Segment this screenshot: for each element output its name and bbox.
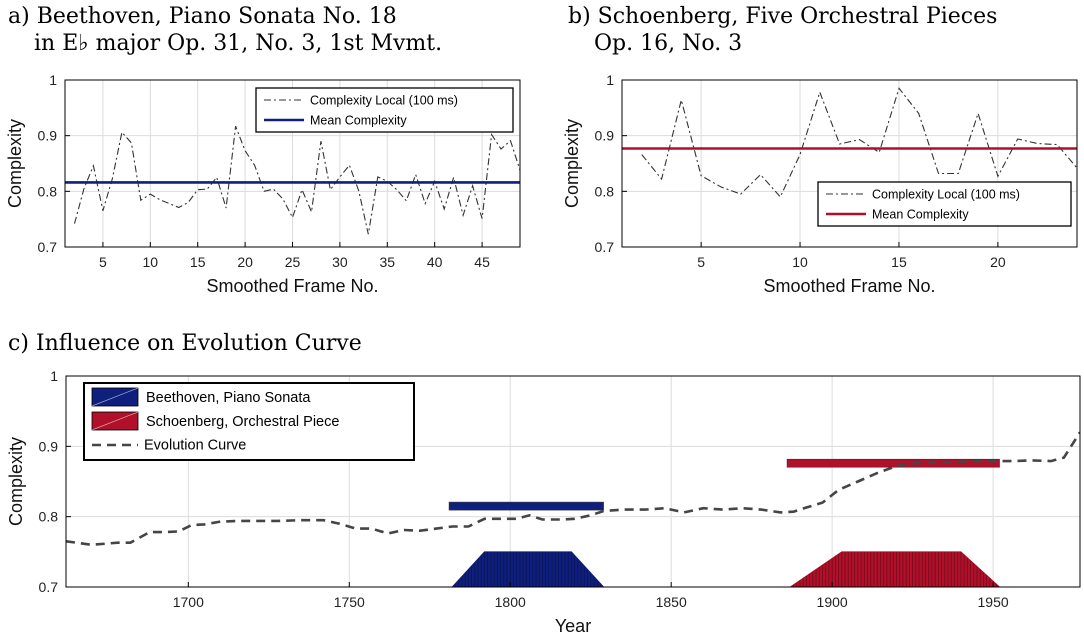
panel-c-y-tick-label: 0.9 xyxy=(39,438,59,454)
panel-c-y-axis-label: Complexity xyxy=(6,437,26,526)
panel-a-x-tick-label: 15 xyxy=(190,254,206,270)
panel-b-y-tick-label: 0.9 xyxy=(595,128,615,144)
panel-a-x-axis-label: Smoothed Frame No. xyxy=(206,276,378,296)
panel-c-x-axis-label: Year xyxy=(555,616,591,636)
panel-c-legend-label-0: Beethoven, Piano Sonata xyxy=(146,390,311,406)
panel-c-y-tick-label: 0.8 xyxy=(39,509,59,525)
panel-c-trapezoid-hatch-1 xyxy=(793,551,997,587)
panel-a-x-tick-label: 10 xyxy=(143,254,159,270)
panel-a-x-tick-label: 25 xyxy=(285,254,301,270)
panel-b-y-tick-label: 0.8 xyxy=(595,183,615,199)
panel-b-title: b) Schoenberg, Five Orchestral Pieces Op… xyxy=(568,3,997,57)
panel-b-title-line2: Op. 16, No. 3 xyxy=(594,31,743,56)
panel-c-plot: 1700 1750 1800 1850 1900 1950 0.7 0.8 0.9 1 Year Co… xyxy=(6,368,1081,636)
panel-a-data-area xyxy=(65,126,520,235)
panel-c-legend-box xyxy=(83,382,415,461)
panel-c-axes-frame xyxy=(65,375,1081,588)
panel-c-trapezoid-0 xyxy=(451,551,605,587)
panel-a-y-tick-label: 0.7 xyxy=(38,239,58,255)
panel-a-title-line2: in E♭ major Op. 31, No. 3, 1st Mvmt. xyxy=(34,31,443,56)
panel-c-y-tick-label: 1 xyxy=(50,368,58,384)
panel-a-x-tick-label: 35 xyxy=(380,254,396,270)
panel-a-y-tick-label: 1 xyxy=(49,72,57,88)
panel-a-legend-label-1: Mean Complexity xyxy=(310,114,407,128)
panel-a-y-tick-label: 0.9 xyxy=(38,128,58,144)
panel-b-x-tick-label: 20 xyxy=(990,254,1006,270)
panel-a-legend-box xyxy=(255,87,514,133)
panel-a-x-tick-label: 45 xyxy=(474,254,490,270)
panel-c-series-line-2 xyxy=(66,431,1080,547)
panel-c-y-tick-label: 0.7 xyxy=(39,579,59,595)
panel-b-x-tick-label: 10 xyxy=(792,254,808,270)
panel-c-x-tick-label: 1950 xyxy=(978,594,1009,610)
panel-a-x-tick-label: 30 xyxy=(332,254,348,270)
panel-a-y-tick-label: 0.8 xyxy=(38,183,58,199)
panel-c-x-tick-label: 1700 xyxy=(173,594,204,610)
panel-c-mean-bar-1 xyxy=(786,458,1000,468)
panel-c-x-tick-label: 1750 xyxy=(334,594,365,610)
panel-c-x-tick-label: 1900 xyxy=(817,594,848,610)
panel-b-series-line-0 xyxy=(641,87,1077,198)
panel-a-title-line1: a) Beethoven, Piano Sonata No. 18 xyxy=(8,4,397,29)
panel-b-legend-label-1: Mean Complexity xyxy=(872,208,969,222)
panel-b-y-tick-label: 0.7 xyxy=(595,239,615,255)
panel-c-title: c) Influence on Evolution Curve xyxy=(8,330,362,357)
panel-c-legend: Beethoven, Piano Sonata Schoenberg, Orche… xyxy=(83,382,415,461)
panel-c-title-line1: c) Influence on Evolution Curve xyxy=(8,331,362,356)
panel-a-title: a) Beethoven, Piano Sonata No. 18 in E♭ … xyxy=(8,3,442,57)
panel-b-x-tick-label: 5 xyxy=(697,254,705,270)
panel-b-plot: 5 10 15 20 0.7 0.8 0.9 1 Smoothed Frame No. Compl… xyxy=(562,72,1078,296)
panel-a-legend: Complexity Local (100 ms) Mean Complexity xyxy=(255,87,514,133)
panel-b-legend-label-0: Complexity Local (100 ms) xyxy=(872,188,1020,202)
panel-c-data-area xyxy=(66,431,1080,587)
panel-c-legend-label-2: Evolution Curve xyxy=(144,438,246,454)
panel-c-x-tick-label: 1800 xyxy=(495,594,526,610)
panel-b-x-tick-label: 15 xyxy=(891,254,907,270)
panel-a-y-axis-label: Complexity xyxy=(5,119,25,208)
panel-b-y-axis-label: Complexity xyxy=(562,119,582,208)
panel-b-legend-box xyxy=(817,181,1072,227)
panel-c-legend-swatch-hatch xyxy=(91,387,139,407)
panel-c-x-tick-label: 1850 xyxy=(656,594,687,610)
panel-c-trapezoid-hatch-0 xyxy=(455,551,601,587)
panel-a-x-tick-label: 40 xyxy=(427,254,443,270)
panel-c-legend-label-1: Schoenberg, Orchestral Piece xyxy=(146,414,339,430)
panel-c-legend-swatch-hatch xyxy=(91,411,139,431)
panel-a-series-line-0 xyxy=(73,126,520,235)
panel-b-y-tick-label: 1 xyxy=(606,72,614,88)
panel-a-plot: 5 10 15 20 25 30 35 40 45 0.7 0.8 0.9 1 Smoothed Fram… xyxy=(5,72,521,296)
panel-b-axes-frame xyxy=(621,79,1078,248)
panel-a-x-tick-label: 5 xyxy=(99,254,107,270)
panel-c-trapezoid-1 xyxy=(789,551,1001,587)
panel-b-data-area xyxy=(622,87,1077,198)
panel-b-x-axis-label: Smoothed Frame No. xyxy=(763,276,935,296)
panel-a-x-tick-label: 20 xyxy=(237,254,253,270)
panel-c-mean-bar-0 xyxy=(448,501,604,511)
panel-b-legend: Complexity Local (100 ms) Mean Complexity xyxy=(817,181,1072,227)
panel-a-legend-label-0: Complexity Local (100 ms) xyxy=(310,94,458,108)
panel-b-title-line1: b) Schoenberg, Five Orchestral Pieces xyxy=(568,4,998,29)
